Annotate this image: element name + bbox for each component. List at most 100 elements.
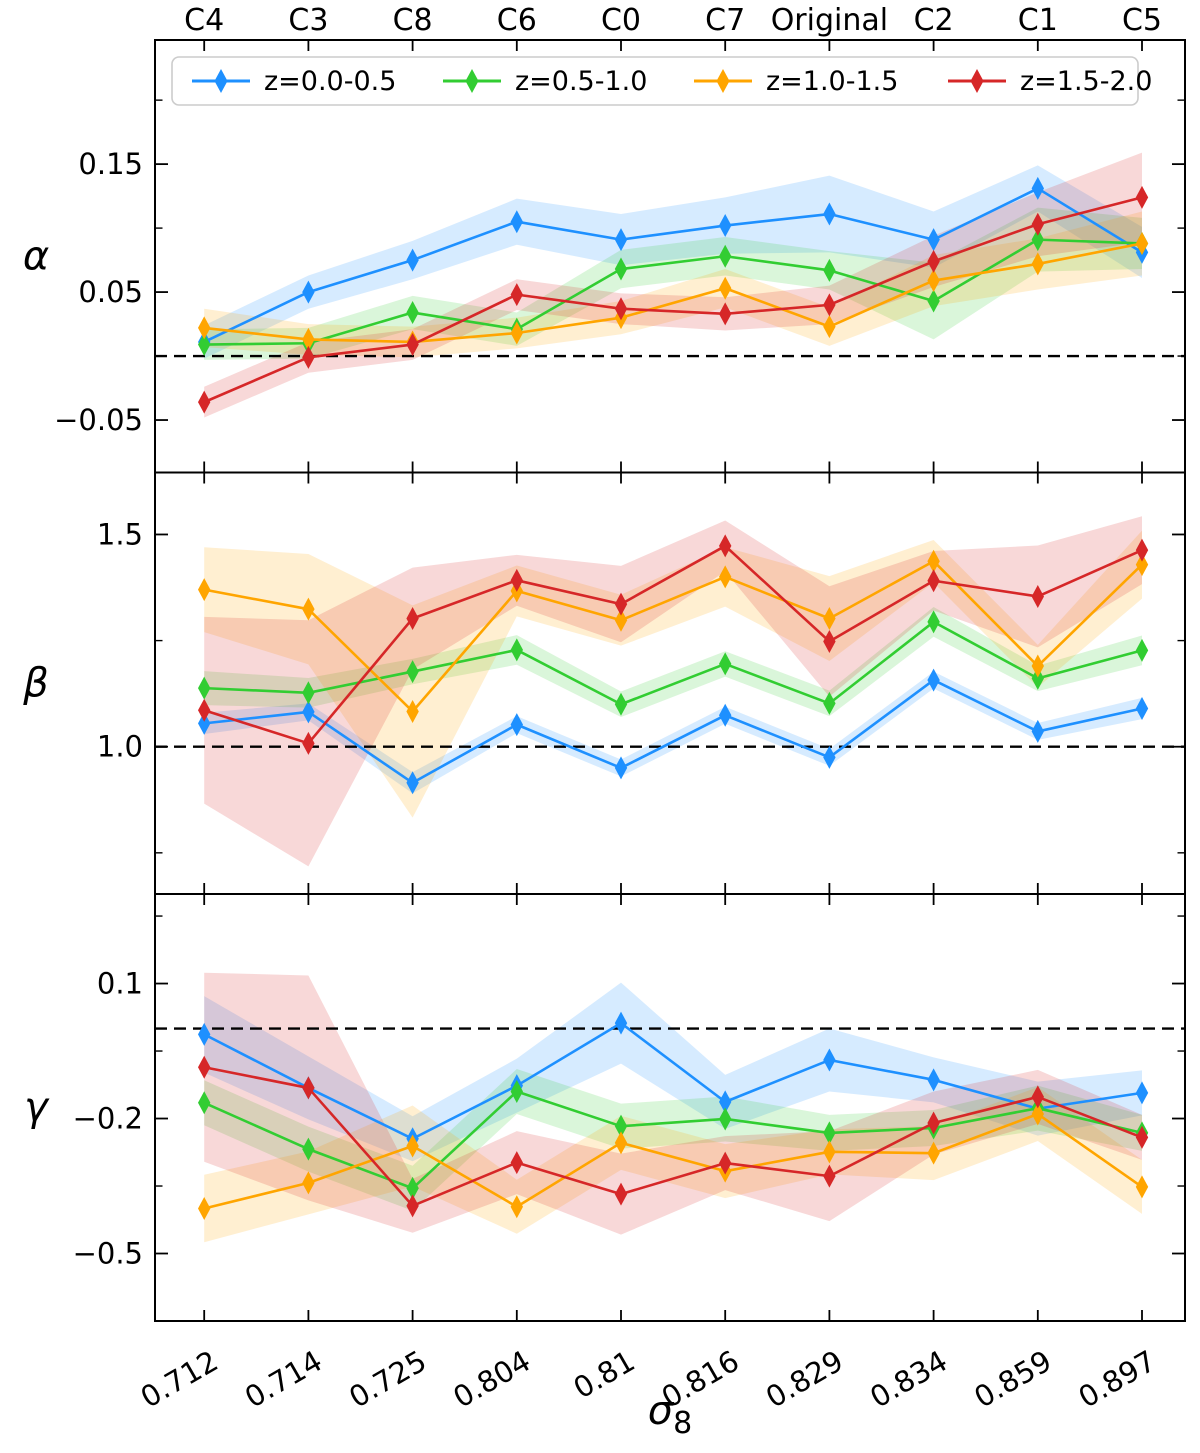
x-tick-label: 0.714 bbox=[239, 1344, 328, 1415]
x-axis-label: σ8 bbox=[648, 1388, 692, 1441]
top-category-label: C8 bbox=[393, 3, 433, 38]
data-marker-gamma-z=0.5-1.0 bbox=[198, 1091, 211, 1115]
data-marker-gamma-z=0.5-1.0 bbox=[302, 1137, 315, 1161]
y-tick-label-gamma: −0.5 bbox=[73, 1237, 143, 1271]
legend-item-z=1.0-1.5: z=1.0-1.5 bbox=[694, 66, 898, 97]
data-marker-alpha-z=0.0-0.5 bbox=[406, 248, 419, 272]
data-marker-beta-z=1.0-1.5 bbox=[406, 699, 419, 723]
data-marker-beta-z=0.0-0.5 bbox=[510, 713, 523, 737]
data-marker-alpha-z=1.5-2.0 bbox=[1135, 185, 1149, 209]
data-marker-gamma-z=1.0-1.5 bbox=[927, 1141, 940, 1165]
data-marker-alpha-z=1.5-2.0 bbox=[719, 302, 732, 326]
data-marker-gamma-z=1.0-1.5 bbox=[198, 1197, 211, 1221]
data-marker-beta-z=0.5-1.0 bbox=[406, 660, 419, 684]
data-marker-alpha-z=0.5-1.0 bbox=[406, 301, 419, 325]
data-marker-beta-z=1.5-2.0 bbox=[406, 607, 419, 631]
data-marker-beta-z=0.5-1.0 bbox=[1135, 638, 1149, 662]
x-tick-label: 0.725 bbox=[343, 1344, 432, 1415]
data-marker-alpha-z=0.5-1.0 bbox=[614, 257, 628, 281]
top-category-label: C4 bbox=[184, 3, 224, 38]
error-band-gamma-z=1.5-2.0 bbox=[204, 972, 1142, 1235]
top-category-label: Original bbox=[771, 3, 888, 38]
top-category-label: C5 bbox=[1122, 3, 1162, 38]
data-marker-beta-z=0.0-0.5 bbox=[719, 703, 732, 727]
y-tick-label-alpha: 0.15 bbox=[78, 147, 143, 181]
data-marker-alpha-z=1.5-2.0 bbox=[927, 249, 940, 273]
legend-marker-icon bbox=[214, 69, 228, 93]
data-marker-beta-z=1.0-1.5 bbox=[823, 607, 836, 631]
data-marker-gamma-z=0.5-1.0 bbox=[823, 1121, 836, 1145]
data-marker-beta-z=1.5-2.0 bbox=[823, 629, 836, 653]
data-marker-gamma-z=0.0-0.5 bbox=[823, 1048, 836, 1072]
data-marker-beta-z=0.0-0.5 bbox=[406, 771, 419, 795]
legend-item-z=0.0-0.5: z=0.0-0.5 bbox=[192, 66, 396, 97]
data-marker-gamma-z=1.5-2.0 bbox=[823, 1164, 836, 1188]
x-tick-label: 0.804 bbox=[447, 1344, 536, 1415]
legend-label: z=1.0-1.5 bbox=[766, 66, 898, 97]
data-marker-alpha-z=0.5-1.0 bbox=[719, 244, 732, 268]
legend: z=0.0-0.5 z=0.5-1.0 z=1.0-1.5 z=1.5-2.0 bbox=[171, 56, 1152, 106]
legend-box bbox=[171, 56, 1139, 106]
data-marker-gamma-z=0.0-0.5 bbox=[1135, 1081, 1149, 1105]
y-axis-label-alpha: α bbox=[23, 233, 49, 279]
data-marker-gamma-z=1.5-2.0 bbox=[614, 1182, 628, 1206]
series-alpha-z=1.5-2.0 bbox=[198, 185, 1149, 414]
data-marker-alpha-z=0.0-0.5 bbox=[1031, 176, 1044, 200]
data-marker-gamma-z=0.5-1.0 bbox=[614, 1114, 628, 1138]
y-tick-label-gamma: 0.1 bbox=[97, 967, 143, 1001]
data-marker-beta-z=0.0-0.5 bbox=[614, 756, 628, 780]
y-tick-label-gamma: −0.2 bbox=[73, 1102, 143, 1136]
error-band-beta-z=1.5-2.0 bbox=[204, 516, 1142, 867]
data-marker-beta-z=1.5-2.0 bbox=[927, 569, 940, 593]
data-marker-gamma-z=0.5-1.0 bbox=[510, 1080, 523, 1104]
data-marker-beta-z=0.5-1.0 bbox=[510, 638, 523, 662]
data-marker-beta-z=1.0-1.5 bbox=[302, 597, 315, 621]
data-marker-beta-z=1.5-2.0 bbox=[1031, 584, 1044, 608]
x-tick-label: 0.897 bbox=[1073, 1344, 1162, 1415]
data-marker-gamma-z=1.5-2.0 bbox=[406, 1194, 419, 1218]
data-marker-beta-z=1.5-2.0 bbox=[198, 698, 211, 722]
series-line-alpha-z=1.0-1.5 bbox=[204, 242, 1143, 344]
series-line-beta-z=0.0-0.5 bbox=[204, 678, 1143, 785]
series-beta-z=1.5-2.0 bbox=[198, 534, 1149, 755]
series-beta-z=0.0-0.5 bbox=[198, 668, 1149, 795]
data-marker-gamma-z=1.5-2.0 bbox=[1135, 1125, 1149, 1149]
data-marker-beta-z=0.0-0.5 bbox=[1135, 697, 1149, 721]
data-marker-gamma-z=0.0-0.5 bbox=[927, 1068, 940, 1092]
x-tick-label: 0.834 bbox=[864, 1344, 953, 1415]
data-marker-gamma-z=0.5-1.0 bbox=[719, 1107, 732, 1131]
data-marker-beta-z=1.5-2.0 bbox=[719, 534, 732, 558]
panel-spines-gamma bbox=[154, 893, 1186, 1322]
data-marker-gamma-z=1.0-1.5 bbox=[1135, 1175, 1149, 1199]
error-band-beta-z=0.5-1.0 bbox=[204, 607, 1142, 717]
data-marker-alpha-z=1.0-1.5 bbox=[302, 327, 315, 351]
data-marker-alpha-z=0.0-0.5 bbox=[927, 228, 940, 252]
y-tick-label-alpha: −0.05 bbox=[54, 403, 143, 437]
legend-item-z=0.5-1.0: z=0.5-1.0 bbox=[443, 66, 647, 97]
series-line-gamma-z=1.0-1.5 bbox=[203, 1112, 1143, 1210]
series-line-alpha-z=0.0-0.5 bbox=[203, 187, 1143, 344]
series-gamma-z=1.5-2.0 bbox=[198, 1055, 1149, 1218]
data-marker-beta-z=0.5-1.0 bbox=[823, 691, 836, 715]
data-marker-beta-z=0.0-0.5 bbox=[198, 711, 211, 735]
y-tick-label-alpha: 0.05 bbox=[78, 275, 143, 309]
series-line-gamma-z=0.5-1.0 bbox=[203, 1090, 1143, 1190]
data-marker-gamma-z=1.5-2.0 bbox=[719, 1151, 732, 1175]
data-marker-gamma-z=1.5-2.0 bbox=[302, 1076, 315, 1100]
data-marker-alpha-z=1.5-2.0 bbox=[614, 297, 628, 321]
top-category-label: C6 bbox=[497, 3, 537, 38]
legend-label: z=0.5-1.0 bbox=[515, 66, 647, 97]
error-band-gamma-z=0.5-1.0 bbox=[204, 1069, 1142, 1211]
error-band-alpha-z=0.0-0.5 bbox=[204, 165, 1142, 359]
series-line-alpha-z=0.5-1.0 bbox=[204, 238, 1143, 346]
data-marker-beta-z=0.5-1.0 bbox=[614, 692, 628, 716]
error-band-gamma-z=0.0-0.5 bbox=[204, 982, 1142, 1162]
data-marker-gamma-z=1.0-1.5 bbox=[510, 1195, 523, 1219]
data-marker-gamma-z=1.5-2.0 bbox=[510, 1151, 523, 1175]
series-line-gamma-z=1.5-2.0 bbox=[203, 1065, 1143, 1208]
data-marker-gamma-z=1.0-1.5 bbox=[614, 1131, 628, 1155]
data-marker-beta-z=0.5-1.0 bbox=[198, 676, 211, 700]
data-marker-alpha-z=0.5-1.0 bbox=[927, 289, 940, 313]
